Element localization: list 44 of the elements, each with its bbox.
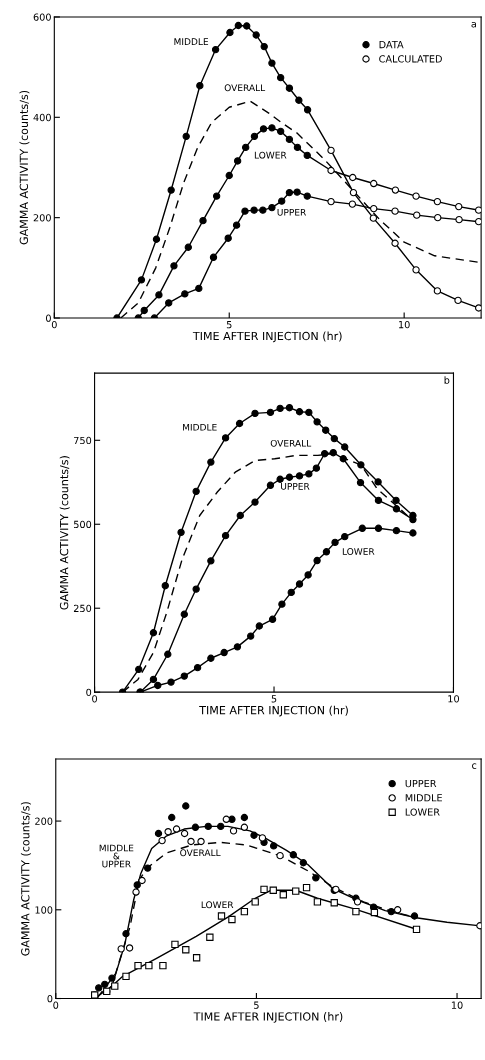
annotation: LOWER <box>342 548 375 555</box>
y-tick-label: 400 <box>33 113 51 122</box>
y-tick-label: 200 <box>33 214 51 222</box>
annotation: a <box>471 21 476 28</box>
y-tick-label: 0 <box>47 995 53 1003</box>
annotation: MIDDLE <box>174 38 209 45</box>
y-tick-label: 600 <box>33 13 51 21</box>
annotation: LOWER <box>201 901 234 909</box>
y-tick-label: 0 <box>46 314 51 322</box>
y-axis-title: GAMMA ACTIVITY (counts/s) <box>20 802 31 956</box>
y-tick-label: 0 <box>86 688 92 697</box>
annotation: b <box>444 376 450 384</box>
x-tick-label: 10 <box>448 695 460 703</box>
x-tick-label: 5 <box>254 1001 259 1009</box>
legend-label: UPPER <box>405 779 437 788</box>
annotation: MIDDLE & UPPER <box>99 844 134 868</box>
x-tick-label: 0 <box>92 695 98 703</box>
annotation: MIDDLE <box>183 423 217 431</box>
x-tick-label: 5 <box>271 695 277 703</box>
x-tick-label: 5 <box>226 321 232 329</box>
y-tick-label: 750 <box>74 436 92 445</box>
annotation: OVERALL <box>180 849 221 857</box>
legend-label: DATA <box>379 41 404 49</box>
legend-label: LOWER <box>405 808 440 816</box>
y-tick-label: 100 <box>35 906 53 914</box>
x-axis-title: TIME AFTER INJECTION (hr) <box>193 1012 343 1023</box>
y-tick-label: 250 <box>73 604 92 613</box>
annotation: UPPER <box>281 483 310 490</box>
x-tick-label: 10 <box>451 1001 463 1009</box>
annotation: UPPER <box>277 209 307 216</box>
x-tick-label: 10 <box>399 320 410 329</box>
y-axis-title: GAMMA ACTIVITY (counts/s) <box>59 456 70 610</box>
x-tick-label: 0 <box>53 1001 59 1009</box>
y-tick-label: 200 <box>35 817 53 825</box>
annotation: LOWER <box>254 151 287 159</box>
legend-label: MIDDLE <box>405 794 442 802</box>
x-axis-title: TIME AFTER INJECTION (hr) <box>199 705 348 717</box>
y-axis-title: GAMMA ACTIVITY (counts/s) <box>19 90 30 245</box>
x-axis-title: TIME AFTER INJECTION (hr) <box>192 331 342 343</box>
y-tick-label: 500 <box>73 520 92 529</box>
legend-label: CALCULATED <box>379 55 442 63</box>
annotation: OVERALL <box>270 439 312 447</box>
annotation: c <box>472 763 477 769</box>
annotation: OVERALL <box>224 84 266 92</box>
